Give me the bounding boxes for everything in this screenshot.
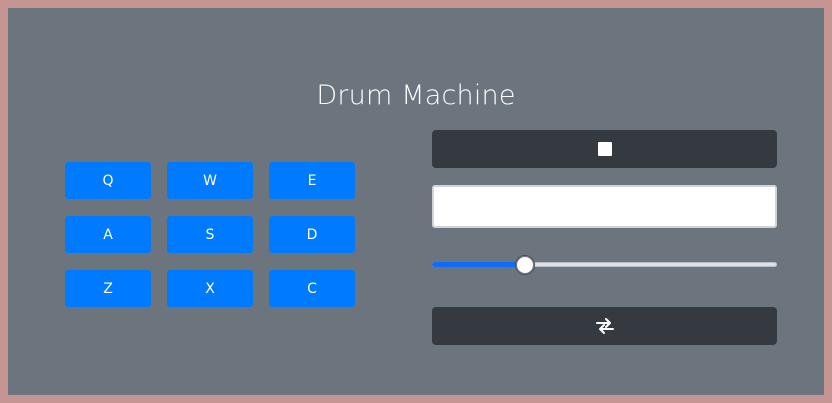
volume-slider-thumb[interactable] bbox=[515, 255, 535, 275]
drum-pad-w[interactable]: W bbox=[167, 162, 253, 199]
sound-display bbox=[432, 185, 777, 228]
drum-pad-z[interactable]: Z bbox=[65, 270, 151, 307]
drum-pad-c[interactable]: C bbox=[269, 270, 355, 307]
volume-slider[interactable] bbox=[432, 255, 777, 275]
stop-icon bbox=[597, 142, 612, 156]
page-title: Drum Machine bbox=[316, 80, 516, 111]
drum-pad-s[interactable]: S bbox=[167, 216, 253, 253]
volume-slider-track bbox=[432, 262, 777, 267]
drum-pad-a[interactable]: A bbox=[65, 216, 151, 253]
drum-pad-x[interactable]: X bbox=[167, 270, 253, 307]
volume-slider-fill bbox=[432, 262, 525, 267]
bank-toggle-button[interactable] bbox=[432, 307, 777, 345]
drum-pad-d[interactable]: D bbox=[269, 216, 355, 253]
drum-pad-q[interactable]: Q bbox=[65, 162, 151, 199]
controls-panel bbox=[432, 130, 777, 345]
drum-pad-grid: Q W E A S D Z X C bbox=[65, 162, 355, 307]
power-button[interactable] bbox=[432, 130, 777, 168]
drum-pad-e[interactable]: E bbox=[269, 162, 355, 199]
swap-arrows-icon bbox=[595, 318, 614, 334]
